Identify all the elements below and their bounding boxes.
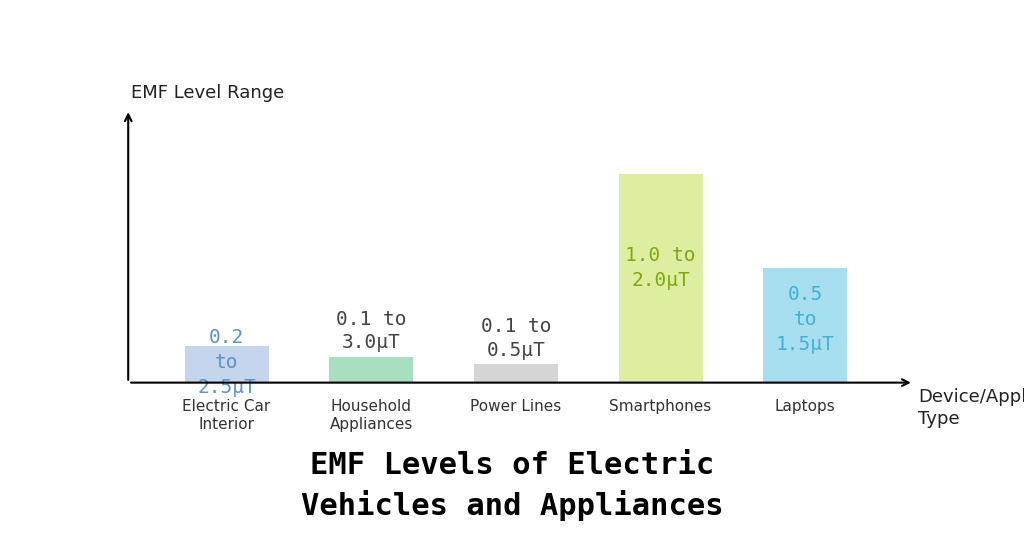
Bar <box>330 357 414 383</box>
Text: EMF Level Range: EMF Level Range <box>131 84 285 102</box>
Text: EMF Levels of Electric
Vehicles and Appliances: EMF Levels of Electric Vehicles and Appl… <box>301 451 723 521</box>
Bar <box>184 346 268 383</box>
Bar <box>474 364 558 383</box>
Bar <box>763 268 847 383</box>
Text: 0.2
to
2.5μT: 0.2 to 2.5μT <box>198 328 256 397</box>
Bar <box>618 174 702 383</box>
Text: Device/Appliance
Type: Device/Appliance Type <box>919 388 1024 428</box>
Text: 1.0 to
2.0μT: 1.0 to 2.0μT <box>626 246 696 290</box>
Text: 0.1 to
0.5μT: 0.1 to 0.5μT <box>480 317 551 359</box>
Text: 0.5
to
1.5μT: 0.5 to 1.5μT <box>776 285 835 354</box>
Text: 0.1 to
3.0μT: 0.1 to 3.0μT <box>336 310 407 352</box>
